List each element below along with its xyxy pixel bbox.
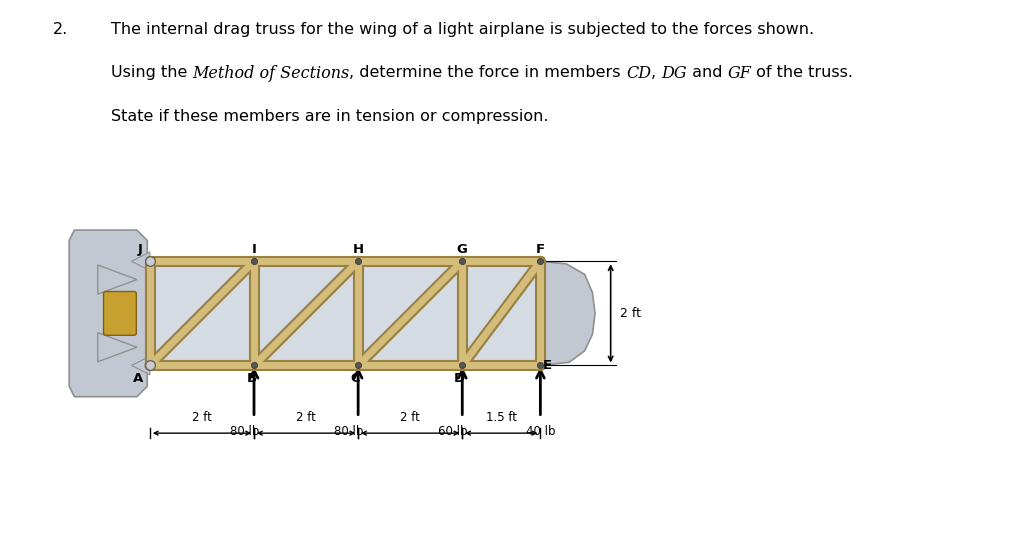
Text: of the truss.: of the truss.	[752, 65, 853, 80]
Text: , determine the force in members: , determine the force in members	[349, 65, 626, 80]
Polygon shape	[150, 261, 541, 365]
Polygon shape	[132, 252, 150, 271]
Text: 80 lb: 80 lb	[334, 426, 364, 438]
Text: J: J	[138, 244, 143, 256]
Text: Method of Sections: Method of Sections	[193, 65, 349, 82]
Polygon shape	[98, 265, 137, 294]
Text: DG: DG	[662, 65, 687, 82]
Text: 2 ft: 2 ft	[191, 411, 212, 424]
Text: 2 ft: 2 ft	[296, 411, 316, 424]
Text: 2.: 2.	[53, 22, 69, 37]
Polygon shape	[98, 333, 137, 362]
Text: G: G	[457, 244, 468, 256]
Text: I: I	[252, 244, 256, 256]
Text: 80 lb: 80 lb	[230, 426, 259, 438]
Text: CD: CD	[626, 65, 651, 82]
Text: and: and	[687, 65, 728, 80]
Text: 60 lb: 60 lb	[438, 426, 468, 438]
Text: F: F	[536, 244, 545, 256]
Text: Using the: Using the	[111, 65, 193, 80]
Text: GF: GF	[728, 65, 752, 82]
Text: 40 lb: 40 lb	[525, 426, 555, 438]
Text: 2 ft: 2 ft	[621, 307, 641, 320]
Text: A: A	[133, 372, 143, 385]
Text: ,: ,	[651, 65, 662, 80]
Text: B: B	[247, 372, 256, 385]
Text: 2 ft: 2 ft	[400, 411, 420, 424]
Text: 1.5 ft: 1.5 ft	[485, 411, 517, 424]
FancyBboxPatch shape	[103, 292, 136, 335]
Polygon shape	[70, 230, 147, 397]
Polygon shape	[541, 261, 595, 365]
Text: D: D	[454, 372, 465, 385]
Text: State if these members are in tension or compression.: State if these members are in tension or…	[111, 109, 548, 124]
Text: C: C	[351, 372, 360, 385]
Text: E: E	[543, 359, 552, 372]
Polygon shape	[132, 356, 150, 375]
Text: H: H	[352, 244, 364, 256]
Text: The internal drag truss for the wing of a light airplane is subjected to the for: The internal drag truss for the wing of …	[111, 22, 814, 37]
